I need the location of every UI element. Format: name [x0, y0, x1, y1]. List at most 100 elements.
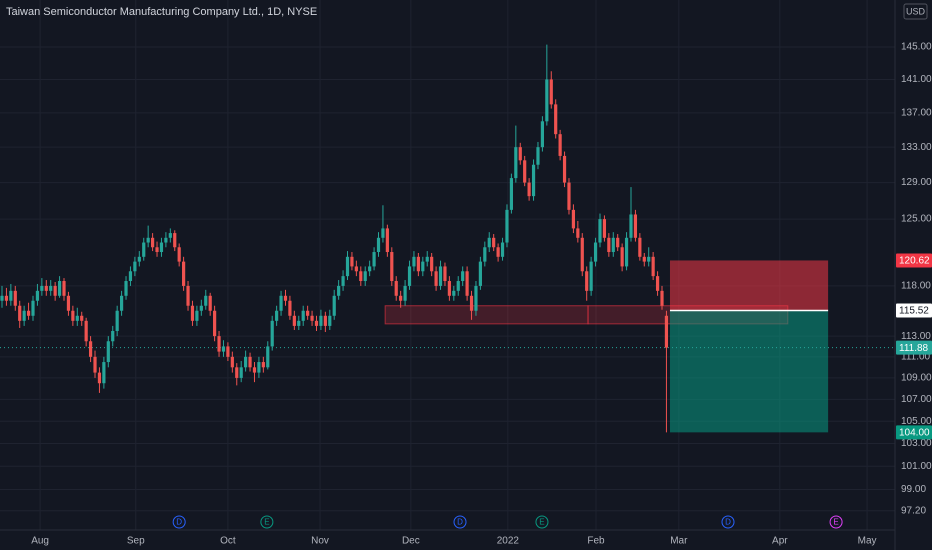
- candle-body: [111, 331, 115, 342]
- candle-body: [509, 178, 513, 210]
- candle-body: [368, 266, 372, 272]
- candle-body: [394, 281, 398, 296]
- candle-body: [137, 256, 141, 262]
- candle-body: [616, 237, 620, 248]
- stop-zone: [669, 260, 829, 311]
- x-tick-label: Apr: [772, 536, 788, 547]
- candle-body: [106, 341, 110, 363]
- candle-body: [576, 228, 580, 238]
- candle-body: [252, 367, 257, 373]
- y-tick-label: 145.00: [901, 42, 932, 53]
- candle-body: [93, 356, 97, 373]
- candle-body: [465, 271, 469, 296]
- candle-body: [332, 295, 336, 316]
- y-tick-label: 125.00: [901, 214, 932, 225]
- candle-body: [647, 256, 651, 262]
- candle-body: [213, 310, 217, 337]
- candle-body: [399, 295, 403, 301]
- candle-body: [602, 219, 607, 238]
- candle-body: [359, 271, 363, 282]
- candle-body: [230, 356, 234, 368]
- candle-body: [425, 256, 429, 262]
- candle-body: [204, 295, 208, 306]
- candle-body: [593, 242, 598, 262]
- candle-body: [337, 285, 341, 296]
- y-tick-label: 133.00: [901, 142, 932, 153]
- candle-body: [638, 237, 642, 257]
- y-tick-label: 105.00: [901, 416, 932, 427]
- candle-body: [531, 164, 536, 197]
- candle-body: [66, 295, 71, 311]
- candle-body: [49, 285, 53, 291]
- candle-body: [297, 320, 301, 326]
- candle-body: [102, 362, 106, 384]
- candle-body: [412, 256, 416, 267]
- candle-body: [354, 266, 358, 272]
- candle-body: [44, 285, 48, 291]
- candle-body: [567, 182, 571, 210]
- candle-body: [75, 315, 79, 321]
- candle-body: [562, 155, 567, 183]
- candle-body: [221, 346, 226, 352]
- candle-body: [159, 242, 164, 253]
- candle-body: [217, 336, 221, 352]
- event-marker: [453, 515, 467, 529]
- candle-body: [518, 147, 522, 161]
- candle-body: [18, 305, 22, 321]
- candle-body: [434, 271, 438, 286]
- candle-body: [270, 320, 274, 347]
- price-label-box: [896, 340, 932, 355]
- candle-body: [585, 271, 589, 291]
- x-tick-label: Aug: [31, 536, 49, 547]
- y-tick-label: 103.00: [901, 438, 932, 449]
- candle-body: [341, 276, 345, 286]
- candle-body: [115, 310, 119, 332]
- candle-body: [447, 281, 451, 296]
- candle-body: [345, 256, 350, 277]
- candle-body: [487, 237, 491, 248]
- candle-body: [88, 341, 93, 357]
- candle-body: [164, 237, 168, 243]
- candle-body: [146, 237, 150, 243]
- candle-body: [306, 310, 310, 316]
- candle-body: [664, 315, 669, 348]
- candle-body: [407, 266, 412, 286]
- x-tick-label: Dec: [402, 536, 420, 547]
- candle-body: [651, 256, 655, 277]
- candle-body: [514, 147, 518, 179]
- price-label-box: [896, 425, 932, 440]
- x-tick-label: Nov: [311, 536, 329, 547]
- candle-body: [199, 305, 203, 311]
- y-tick-label: 113.00: [901, 331, 931, 342]
- candle-body: [261, 362, 265, 368]
- candle-body: [301, 310, 305, 321]
- candle-body: [540, 121, 545, 148]
- y-tick-label: 118.00: [901, 281, 931, 292]
- candle-body: [456, 281, 460, 291]
- event-label: E: [833, 518, 838, 527]
- candle-body: [22, 310, 26, 321]
- candle-body: [62, 281, 66, 296]
- x-tick-label: Oct: [220, 536, 236, 547]
- candle-body: [71, 310, 75, 321]
- x-tick-label: May: [858, 536, 877, 547]
- candle-body: [461, 271, 465, 282]
- price-label: 111.88: [899, 343, 929, 354]
- candle-body: [536, 147, 540, 165]
- candle-body: [607, 237, 611, 253]
- candle-body: [13, 290, 17, 306]
- candle-body: [589, 261, 593, 291]
- y-tick-label: 111.00: [901, 351, 931, 362]
- chart-title: Taiwan Semiconductor Manufacturing Compa…: [6, 6, 317, 18]
- candle-body: [624, 237, 629, 267]
- candle-body: [443, 266, 447, 282]
- candle-body: [128, 271, 133, 282]
- candle-body: [620, 247, 624, 267]
- candle-body: [257, 362, 261, 373]
- candle-body: [80, 315, 84, 321]
- x-tick-label: Feb: [587, 536, 605, 547]
- y-tick-label: 97.20: [901, 505, 926, 516]
- candle-body: [363, 271, 367, 282]
